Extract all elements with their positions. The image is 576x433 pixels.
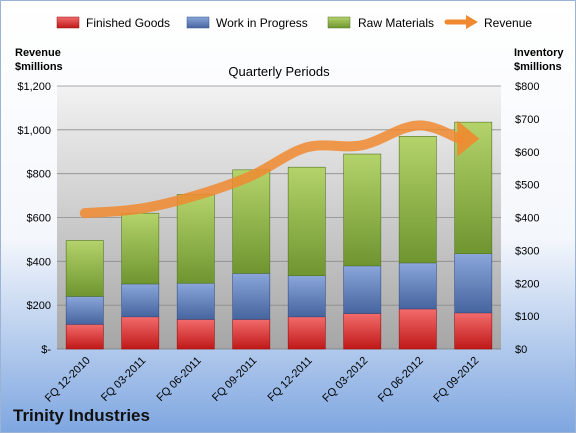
bar-raw-materials (232, 169, 271, 274)
bar-work-in-progress (287, 275, 326, 318)
bar-finished-goods (343, 313, 382, 350)
legend-label-revenue: Revenue (484, 16, 532, 30)
right-tick-label: $400 (515, 213, 539, 225)
bar-work-in-progress (65, 296, 104, 325)
legend-label-work-in-progress: Work in Progress (216, 16, 308, 30)
bar-finished-goods (232, 319, 271, 350)
bar-work-in-progress (232, 273, 271, 320)
left-axis-ticks: $- $200 $400 $600 $800 $1,000 $1,200 (17, 81, 51, 356)
bar-work-in-progress (176, 282, 215, 320)
bar-finished-goods (176, 319, 215, 350)
right-tick-label: $800 (515, 81, 539, 93)
right-tick-label: $700 (515, 114, 539, 126)
right-tick-label: $300 (515, 245, 539, 257)
bar-work-in-progress (121, 283, 160, 318)
bars (65, 121, 493, 350)
right-tick-label: $200 (515, 278, 539, 290)
bar-finished-goods (454, 312, 493, 350)
right-tick-label: $100 (515, 311, 539, 323)
left-tick-label: $- (41, 344, 51, 356)
bar-work-in-progress (398, 262, 437, 310)
left-tick-label: $200 (27, 300, 51, 312)
right-axis-ticks: $0 $100 $200 $300 $400 $500 $600 $700 $800 (515, 81, 539, 356)
legend-label-raw-materials: Raw Materials (358, 16, 434, 30)
legend-swatch-revenue-arrow (466, 15, 478, 29)
left-axis-title-line1: Revenue (15, 47, 61, 59)
revenue-line-layer (79, 120, 480, 219)
bar-raw-materials (176, 194, 215, 284)
bar-raw-materials (287, 166, 326, 276)
right-tick-label: $600 (515, 147, 539, 159)
legend-label-finished-goods: Finished Goods (86, 16, 170, 30)
bar-raw-materials (343, 153, 382, 267)
right-tick-label: $0 (515, 344, 527, 356)
bar-raw-materials (398, 135, 437, 264)
legend-swatch-raw-materials (327, 16, 351, 29)
bar-raw-materials (65, 240, 104, 297)
company-name: Trinity Industries (13, 406, 150, 425)
right-tick-label: $500 (515, 180, 539, 192)
left-tick-label: $400 (27, 256, 51, 268)
legend: Finished Goods Work in Progress Raw Mate… (56, 15, 532, 30)
bar-finished-goods (121, 316, 160, 350)
bar-work-in-progress (454, 253, 493, 314)
bar-finished-goods (398, 308, 437, 350)
bar-raw-materials (121, 212, 160, 285)
revenue-arrowhead (457, 120, 480, 157)
bar-work-in-progress (343, 265, 382, 314)
left-tick-label: $1,000 (17, 125, 51, 137)
left-axis-title-line2: $millions (15, 61, 63, 73)
left-tick-label: $600 (27, 213, 51, 225)
legend-swatch-work-in-progress (186, 16, 210, 29)
right-axis-title-line1: Inventory (514, 47, 564, 59)
bar-finished-goods (287, 316, 326, 350)
left-tick-label: $800 (27, 169, 51, 181)
revenue-line (79, 120, 465, 219)
legend-swatch-finished-goods (56, 16, 80, 29)
chart-subtitle: Quarterly Periods (228, 64, 330, 79)
bar-finished-goods (65, 324, 104, 350)
left-tick-label: $1,200 (17, 81, 51, 93)
right-axis-title-line2: $millions (514, 61, 562, 73)
